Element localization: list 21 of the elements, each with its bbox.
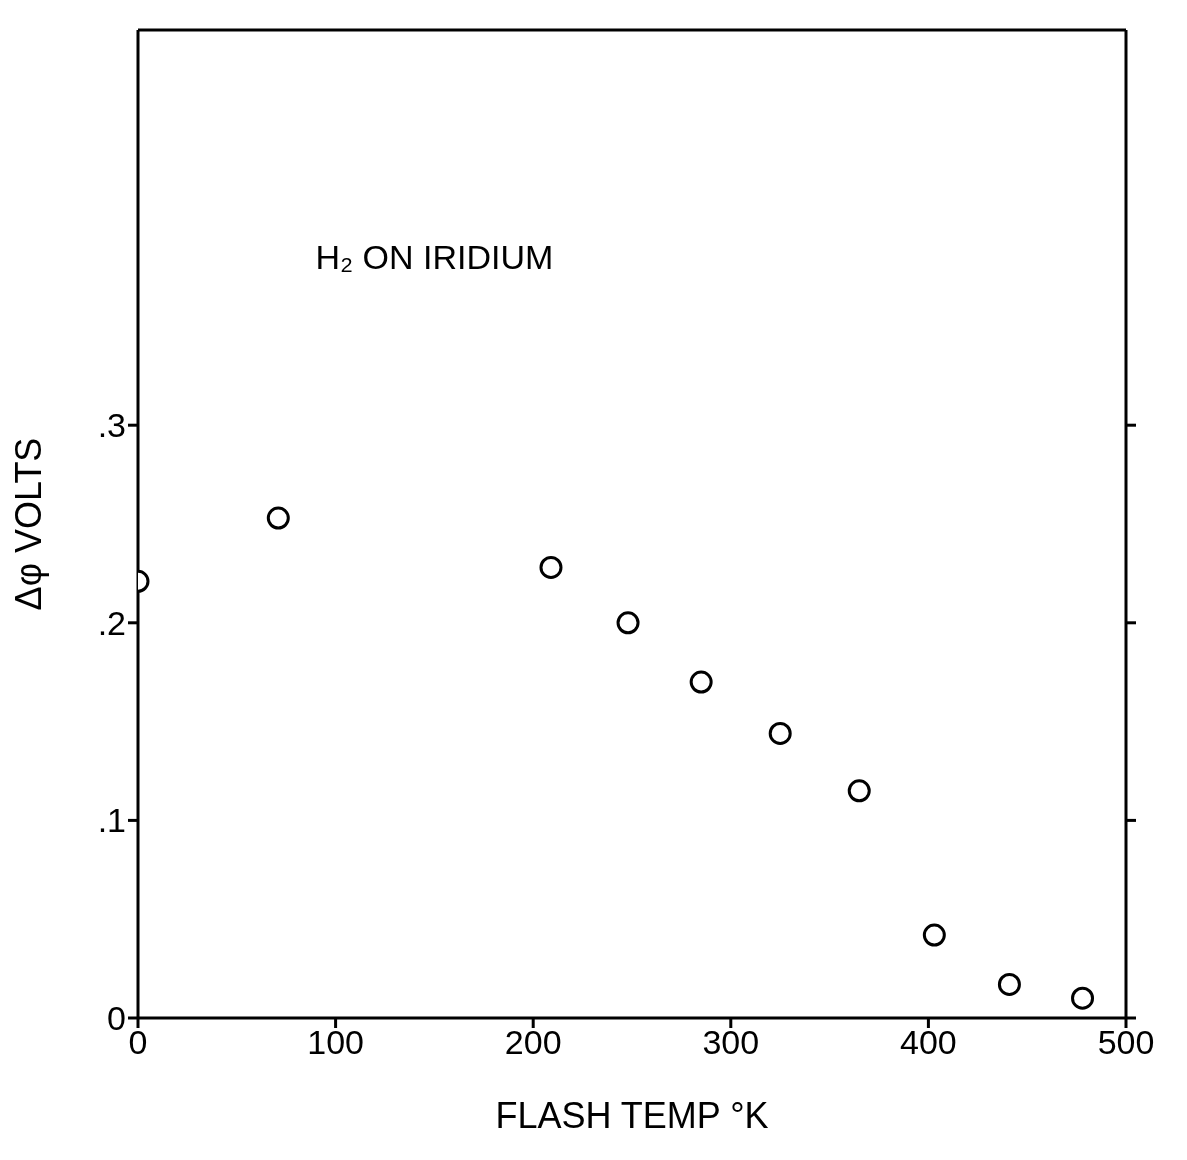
y-tick-label: .3 [97,406,126,445]
point [616,611,640,635]
point [1071,986,1095,1010]
x-tick-label: 300 [702,1023,760,1062]
x-tick-label: 500 [1097,1023,1155,1062]
point [997,972,1021,996]
annotation: H₂ ON IRIDIUM [315,238,554,277]
point [266,506,290,530]
y-tick-label: 0 [107,999,126,1038]
y-tick-label: .1 [97,801,126,840]
point [768,721,792,745]
x-tick-label: 400 [900,1023,957,1062]
x-tick-label: 200 [504,1023,562,1062]
point [539,555,563,579]
y-tick-label: .2 [97,603,126,642]
y-axis-title: Δφ VOLTS [7,437,49,611]
x-tick-label: 100 [307,1023,364,1062]
x-axis-title: FLASH TEMP °K [495,1095,769,1136]
point [847,779,871,803]
point [922,923,946,947]
point [689,670,713,694]
